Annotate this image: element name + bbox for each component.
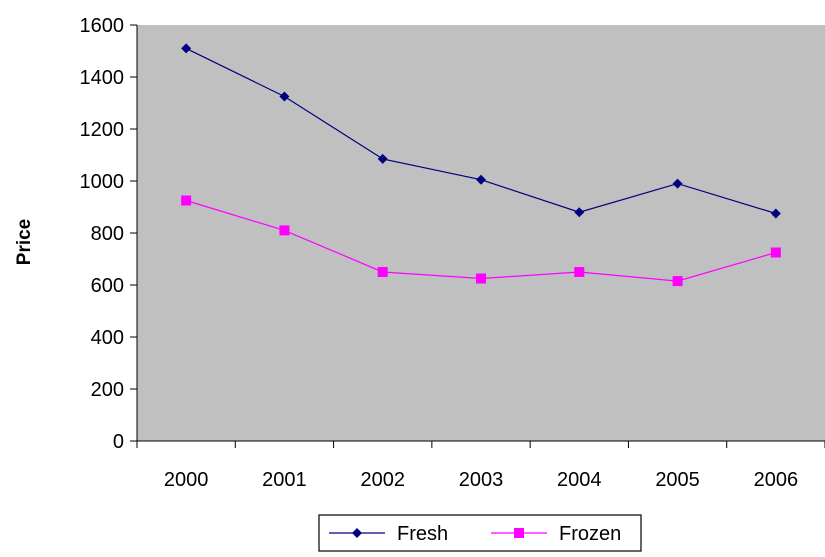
y-tick-label: 400 — [91, 327, 124, 349]
tick-labels: 0 200 400 600 800 1000 1200 1400 1600 2000 2001 200… — [80, 15, 799, 491]
fresh-point — [279, 91, 290, 102]
x-tick-label: 2003 — [459, 469, 504, 491]
axes — [130, 24, 825, 448]
frozen-legend-marker — [514, 528, 524, 538]
x-tick-label: 2001 — [262, 469, 307, 491]
y-tick-label: 800 — [91, 223, 124, 245]
x-tick-label: 2002 — [360, 469, 405, 491]
y-axis-label: Price — [14, 219, 35, 265]
frozen-point — [181, 195, 192, 206]
fresh-point — [574, 207, 585, 218]
frozen-point — [574, 267, 585, 277]
frozen-point — [770, 247, 781, 258]
y-tick-label: 200 — [91, 379, 124, 401]
frozen-point — [672, 276, 683, 287]
y-tick-label: 1200 — [80, 119, 125, 141]
frozen-legend-label: Frozen — [559, 523, 621, 545]
fresh-legend-label: Fresh — [397, 523, 448, 545]
y-tick-label: 0 — [113, 431, 124, 453]
legend: Fresh Frozen — [318, 514, 642, 552]
x-tick-label: 2006 — [754, 469, 799, 491]
fresh-point — [476, 174, 486, 185]
x-tick-label: 2005 — [655, 469, 700, 491]
y-tick-label: 1600 — [80, 15, 125, 37]
fresh-point — [770, 208, 781, 219]
y-tick-label: 600 — [91, 275, 124, 297]
fresh-point — [377, 153, 388, 164]
frozen-point — [476, 273, 486, 284]
series-layer — [181, 43, 781, 287]
frozen-point — [279, 225, 290, 236]
fresh-point — [672, 178, 683, 189]
fresh-point — [181, 43, 192, 54]
x-tick-label: 2000 — [164, 469, 209, 491]
frozen-point — [377, 267, 388, 277]
y-tick-label: 1400 — [80, 67, 125, 89]
x-tick-label: 2004 — [557, 469, 602, 491]
y-tick-label: 1000 — [80, 171, 125, 193]
plot-area — [137, 25, 825, 441]
fresh-legend-marker — [352, 528, 362, 538]
